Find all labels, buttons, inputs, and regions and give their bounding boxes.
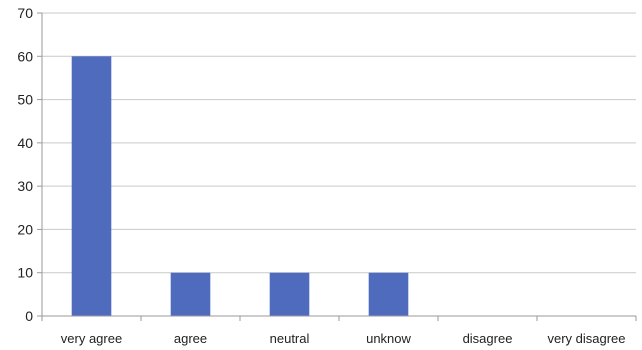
- y-axis-ticks: 0 10 20 30 40 50 60 70: [17, 5, 42, 324]
- y-tick-label: 40: [17, 135, 33, 151]
- x-tick-label: neutral: [270, 331, 310, 346]
- bar-agree: [170, 272, 211, 316]
- y-tick-label: 10: [17, 265, 33, 281]
- x-axis-labels: very agree agree neutral unknow disagree very…: [61, 331, 626, 346]
- y-tick-label: 70: [17, 5, 33, 21]
- bar-neutral: [269, 272, 310, 316]
- x-tick-label: agree: [174, 331, 207, 346]
- x-tick-label: very agree: [61, 331, 122, 346]
- y-tick-label: 30: [17, 178, 33, 194]
- x-tick-label: disagree: [463, 331, 513, 346]
- gridlines: [42, 12, 636, 274]
- bar-unknow: [368, 272, 409, 316]
- bar-very-agree: [71, 56, 112, 317]
- x-tick-label: very disagree: [547, 331, 625, 346]
- x-tick-label: unknow: [366, 331, 411, 346]
- y-tick-label: 50: [17, 92, 33, 108]
- y-tick-label: 20: [17, 221, 33, 237]
- x-axis: [41, 13, 637, 321]
- y-tick-label: 60: [17, 48, 33, 64]
- bars: [71, 56, 409, 317]
- y-tick-label: 0: [25, 308, 33, 324]
